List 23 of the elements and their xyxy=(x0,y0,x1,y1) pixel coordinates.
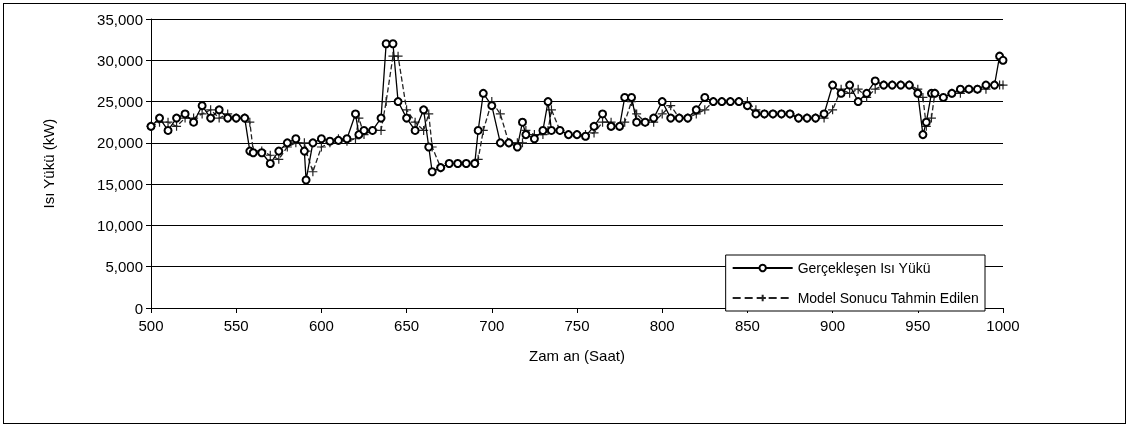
x-tick-label: 950 xyxy=(905,317,931,334)
legend-label: Gerçekleşen Isı Yükü xyxy=(797,260,931,276)
y-tick-label: 35,000 xyxy=(97,10,143,28)
x-tick-label: 750 xyxy=(564,317,590,334)
y-tick-label: 0 xyxy=(134,299,143,317)
x-tick-label: 900 xyxy=(820,317,846,334)
y-tick-label: 30,000 xyxy=(97,51,143,69)
y-tick-label: 5,000 xyxy=(105,258,143,276)
x-tick-label: 700 xyxy=(479,317,505,334)
x-tick-label: 1000 xyxy=(986,317,1020,334)
x-tick-label: 500 xyxy=(138,317,164,334)
x-tick-label: 800 xyxy=(649,317,675,334)
y-tick-label: 25,000 xyxy=(97,93,143,111)
y-tick-label: 10,000 xyxy=(97,216,143,234)
x-tick-label: 600 xyxy=(308,317,334,334)
x-tick-label: 850 xyxy=(734,317,760,334)
y-tick-label: 15,000 xyxy=(97,175,143,193)
x-axis-title: Zam an (Saat) xyxy=(529,347,625,364)
legend-label: Model Sonucu Tahmin Edilen xyxy=(797,290,979,306)
x-tick-label: 550 xyxy=(223,317,249,334)
x-tick-label: 650 xyxy=(394,317,420,334)
y-tick-label: 20,000 xyxy=(97,134,143,152)
y-axis-title: Isı Yükü (kW) xyxy=(40,118,57,209)
